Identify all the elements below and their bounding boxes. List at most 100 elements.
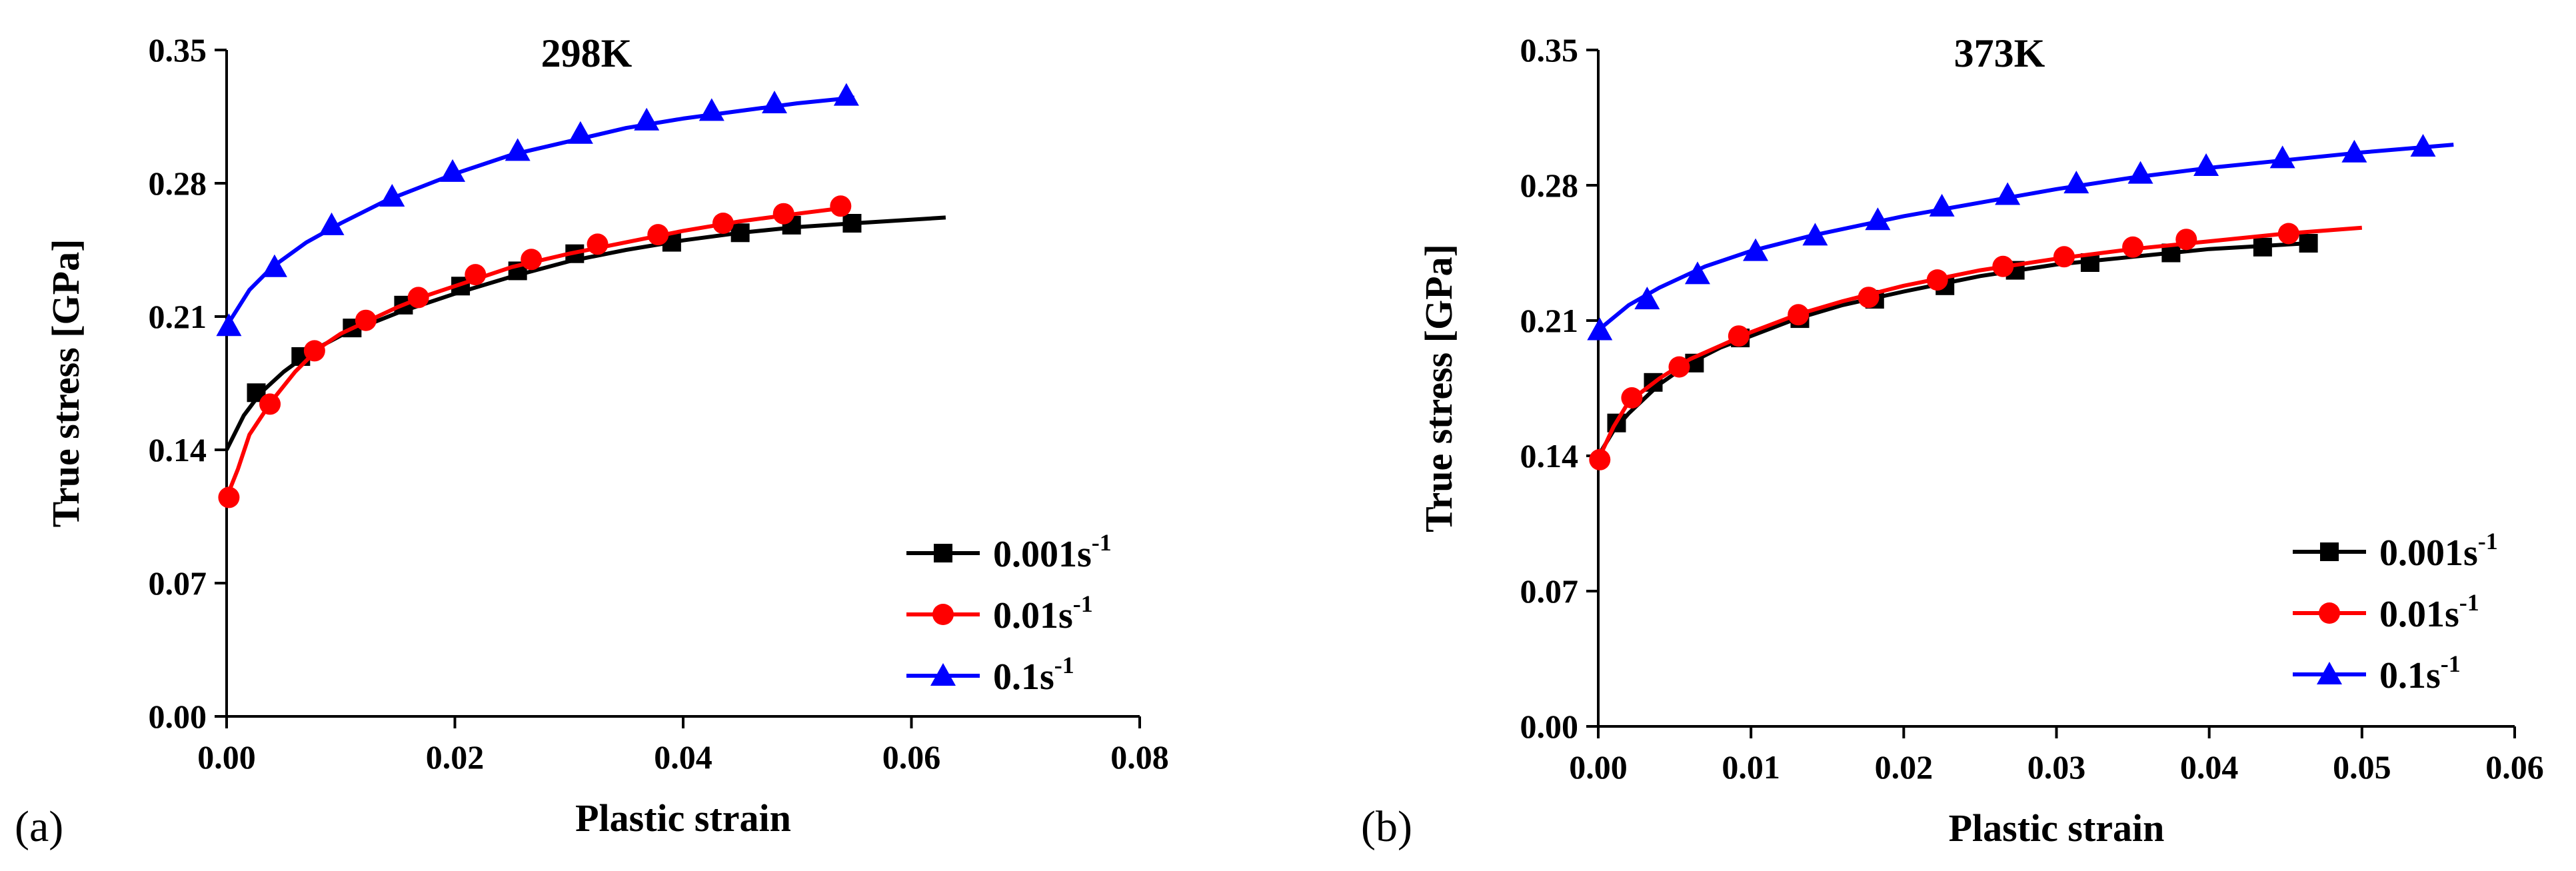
data-point bbox=[1587, 317, 1613, 341]
panel-label-a: (a) bbox=[15, 802, 63, 851]
data-point bbox=[2175, 229, 2197, 251]
legend-label-sup: -1 bbox=[1092, 529, 1112, 556]
series-circle bbox=[1589, 223, 2363, 470]
legend-marker bbox=[934, 544, 952, 562]
x-axis-title: Plastic strain bbox=[575, 796, 791, 840]
x-tick-label: 0.03 bbox=[2027, 748, 2086, 786]
y-tick-label: 0.00 bbox=[1520, 708, 1579, 745]
chart-title: 373K bbox=[1954, 31, 2045, 75]
y-tick-label: 0.35 bbox=[149, 31, 207, 69]
data-point bbox=[1865, 207, 1891, 231]
data-point bbox=[842, 214, 862, 233]
data-point bbox=[2277, 223, 2299, 245]
data-point bbox=[1728, 325, 1750, 347]
legend-entry: 0.01s-1 bbox=[2293, 589, 2479, 635]
data-point bbox=[521, 249, 543, 271]
x-tick-label: 0.04 bbox=[2180, 748, 2239, 786]
y-tick-label: 0.28 bbox=[149, 165, 207, 202]
y-tick-label: 0.21 bbox=[1520, 302, 1579, 339]
data-point bbox=[698, 98, 724, 121]
legend-marker bbox=[2320, 542, 2339, 561]
panel-label-b: (b) bbox=[1361, 802, 1412, 851]
data-point bbox=[407, 287, 429, 309]
data-point bbox=[1634, 287, 1660, 310]
data-point bbox=[2122, 236, 2144, 258]
series-circle bbox=[218, 195, 852, 508]
data-point bbox=[730, 223, 750, 243]
x-tick-label: 0.00 bbox=[197, 738, 256, 776]
legend-marker bbox=[2317, 662, 2342, 684]
y-tick-label: 0.28 bbox=[1520, 167, 1579, 204]
legend-label-sup: -1 bbox=[2478, 528, 2498, 554]
y-tick-label: 0.14 bbox=[1520, 437, 1579, 474]
series-line bbox=[1596, 225, 2363, 461]
data-point bbox=[2063, 171, 2089, 194]
legend-marker bbox=[932, 604, 954, 625]
legend-label-sup: -1 bbox=[1054, 652, 1074, 678]
data-point bbox=[319, 212, 345, 235]
x-tick-label: 0.00 bbox=[1569, 748, 1628, 786]
data-point bbox=[1743, 238, 1769, 261]
data-point bbox=[772, 203, 794, 225]
legend-marker bbox=[2319, 602, 2340, 624]
y-tick-label: 0.07 bbox=[149, 564, 207, 602]
y-tick-label: 0.07 bbox=[1520, 572, 1579, 610]
data-point bbox=[2127, 161, 2153, 184]
data-point bbox=[505, 138, 531, 161]
data-point bbox=[1684, 261, 1710, 285]
legend-entry: 0.001s-1 bbox=[906, 529, 1112, 575]
data-point bbox=[2299, 234, 2318, 253]
data-point bbox=[2053, 246, 2075, 268]
data-point bbox=[379, 184, 405, 207]
data-point bbox=[2341, 139, 2367, 163]
data-point bbox=[2269, 145, 2295, 169]
data-point bbox=[712, 213, 734, 234]
data-point bbox=[355, 309, 377, 331]
data-point bbox=[1992, 255, 2014, 277]
chart-title: 298K bbox=[541, 31, 633, 75]
data-point bbox=[1788, 304, 1810, 326]
x-tick-label: 0.02 bbox=[1875, 748, 1933, 786]
data-point bbox=[830, 195, 852, 217]
x-tick-label: 0.02 bbox=[426, 738, 485, 776]
data-point bbox=[261, 254, 287, 277]
data-point bbox=[634, 107, 660, 131]
x-tick-label: 0.05 bbox=[2333, 748, 2391, 786]
data-point bbox=[833, 83, 859, 106]
data-point bbox=[259, 393, 281, 415]
series-triangle bbox=[1587, 134, 2454, 341]
y-tick-label: 0.00 bbox=[149, 698, 207, 735]
data-point bbox=[567, 121, 593, 144]
y-tick-label: 0.14 bbox=[149, 431, 207, 468]
data-point bbox=[465, 264, 487, 286]
x-tick-label: 0.08 bbox=[1110, 738, 1169, 776]
data-point bbox=[1589, 448, 1611, 470]
y-axis-title: True stress [GPa] bbox=[44, 239, 87, 528]
y-tick-label: 0.21 bbox=[149, 298, 207, 335]
legend-label-sup: -1 bbox=[1073, 590, 1093, 617]
chart-373k: 0.00 0.01 0.02 0.03 0.04 0.05 0.06 0.00 0.07 0.14… bbox=[1417, 31, 2544, 850]
data-point bbox=[762, 91, 787, 113]
data-point bbox=[1926, 269, 1948, 291]
x-tick-label: 0.04 bbox=[654, 738, 712, 776]
x-axis-title: Plastic strain bbox=[1949, 806, 2165, 850]
data-point bbox=[440, 159, 466, 182]
x-tick-label: 0.06 bbox=[2485, 748, 2544, 786]
chart-298k: 0.00 0.02 0.04 0.06 0.08 0.00 0.07 0.14 0.21 0.28… bbox=[44, 31, 1169, 840]
data-point bbox=[2410, 134, 2436, 157]
data-point bbox=[2193, 153, 2219, 176]
data-point bbox=[1858, 287, 1880, 309]
data-point bbox=[1929, 193, 1955, 217]
legend-label-sup: -1 bbox=[2441, 650, 2461, 677]
x-tick-label: 0.01 bbox=[1722, 748, 1780, 786]
x-tick-label: 0.06 bbox=[882, 738, 941, 776]
y-tick-label: 0.35 bbox=[1520, 31, 1579, 69]
data-point bbox=[1621, 387, 1643, 409]
data-point bbox=[587, 233, 609, 255]
data-point bbox=[216, 313, 242, 337]
legend-label-sup: -1 bbox=[2459, 589, 2479, 616]
data-point bbox=[303, 340, 325, 362]
data-point bbox=[1802, 223, 1828, 246]
